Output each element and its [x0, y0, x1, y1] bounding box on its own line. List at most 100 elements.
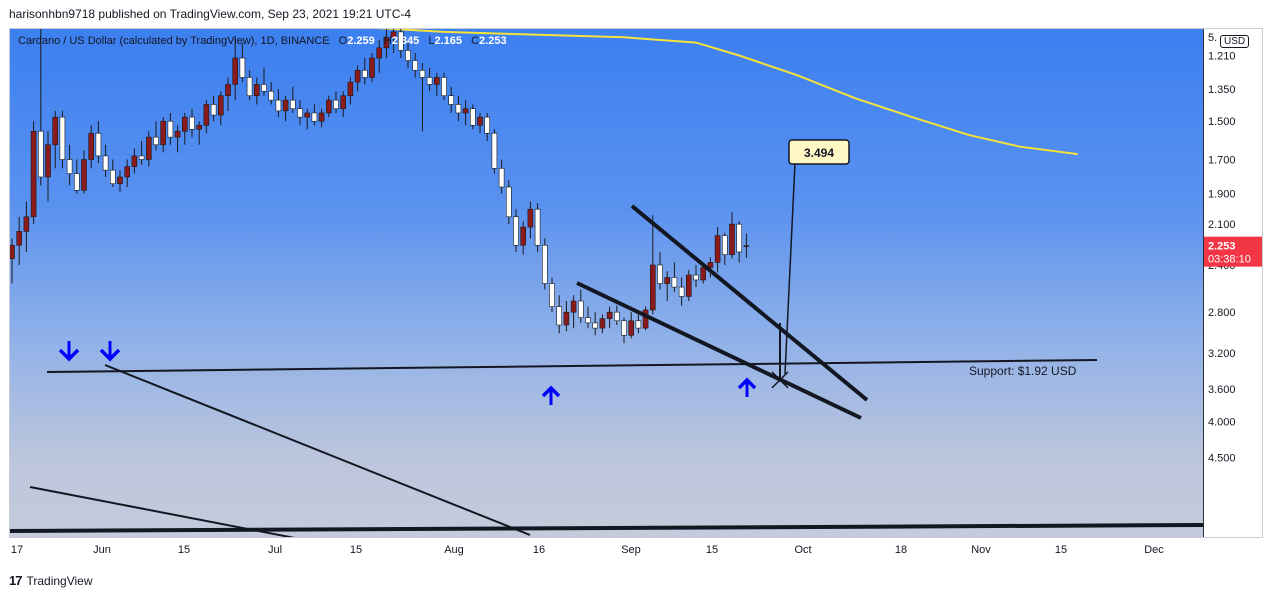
wedge-lower-line	[576, 281, 862, 420]
plot-area[interactable]: 3.494 Support: $1.92 USD Cardano / US Dol…	[10, 29, 1204, 537]
candle	[74, 159, 80, 194]
candle	[37, 29, 44, 186]
candle-body	[23, 216, 30, 232]
candle-body	[599, 318, 606, 329]
candle-body	[657, 264, 663, 284]
candle	[333, 91, 339, 113]
candle	[541, 238, 548, 290]
time-axis-svg[interactable]: 17 Jun 15 Jul 15 Aug 16 Sep 15 Oct 18 Nov 15 Dec	[9, 538, 1202, 560]
bottom-support-line	[10, 523, 1204, 533]
candle-body	[289, 99, 296, 110]
footer-branding: 17 TradingView	[9, 573, 93, 588]
time-axis[interactable]: 17 Jun 15 Jul 15 Aug 16 Sep 15 Oct 18 Nov 15 Dec	[9, 538, 1202, 560]
currency-badge[interactable]: USD	[1220, 35, 1250, 48]
candle-body	[218, 95, 224, 116]
candle	[664, 271, 671, 302]
candle-body	[714, 235, 721, 263]
candle-body	[628, 320, 635, 336]
candle	[505, 180, 512, 225]
candle-body	[239, 57, 246, 78]
candle-body	[153, 136, 159, 146]
price-tick-label: 1.090	[1208, 29, 1236, 31]
candle-body	[498, 168, 505, 188]
candle	[635, 314, 642, 334]
high-value: 2.345	[391, 35, 420, 47]
close-value: 2.253	[479, 35, 507, 47]
candle-body	[405, 50, 411, 61]
candle-body	[318, 112, 325, 122]
candle	[671, 262, 678, 292]
price-tick-label: 1.500	[1208, 116, 1236, 128]
time-tick-label: Sep	[621, 544, 641, 556]
candle	[390, 29, 397, 53]
candle-body	[700, 267, 707, 281]
candle-body	[59, 116, 66, 160]
brand-name: TradingView	[26, 573, 93, 588]
moving-average-line	[376, 29, 1078, 156]
time-tick-label: 15	[1055, 544, 1067, 556]
candle-body	[174, 130, 181, 138]
price-tick-label: 5.	[1208, 32, 1217, 44]
candle-body	[210, 104, 217, 116]
arrow-head	[541, 385, 561, 398]
candle	[462, 100, 469, 126]
candle-body	[707, 262, 714, 268]
candle-body	[455, 104, 462, 114]
candle-body	[10, 244, 15, 259]
candle	[736, 221, 743, 263]
candle-body	[88, 132, 94, 160]
target-callout-box	[788, 139, 850, 165]
candle-body	[721, 235, 728, 255]
candle	[405, 42, 411, 68]
candle-body	[426, 77, 433, 85]
candle	[657, 251, 663, 290]
candle-body	[534, 208, 541, 246]
price-tick-label: 3.200	[1208, 348, 1236, 360]
candle	[318, 108, 325, 128]
candle	[311, 104, 318, 126]
candle	[275, 89, 282, 118]
candle-body	[505, 186, 512, 218]
candle-body	[520, 226, 527, 246]
candle-body	[37, 130, 44, 178]
chart-frame[interactable]: 3.494 Support: $1.92 USD Cardano / US Dol…	[9, 28, 1263, 538]
arrow-head	[58, 348, 80, 362]
price-axis-svg[interactable]: 4.5004.0003.6003.2002.8002.4002.1001.900…	[1204, 29, 1263, 537]
candle	[203, 100, 210, 134]
candle	[513, 209, 519, 252]
candle	[138, 140, 145, 165]
candle-body	[189, 116, 195, 130]
price-tick-label: 4.500	[1208, 452, 1236, 464]
candle	[419, 63, 426, 132]
candle-body	[246, 77, 253, 97]
time-tick-label: Jun	[93, 544, 111, 556]
candle-body	[52, 116, 59, 146]
last-price-tag	[1204, 236, 1262, 267]
candle	[570, 295, 577, 329]
candle-body	[167, 120, 174, 138]
candle	[426, 67, 433, 92]
arrow-down-icon	[58, 341, 80, 362]
open-value: 2.259	[347, 35, 375, 47]
candle-body	[81, 159, 87, 191]
price-tick-label: 1.900	[1208, 189, 1236, 201]
candle-body	[117, 176, 123, 185]
candle	[16, 216, 22, 265]
candle	[347, 77, 354, 105]
symbol-legend: Cardano / US Dollar (calculated by Tradi…	[18, 35, 507, 47]
candle-body	[268, 90, 275, 101]
countdown-label: 03:38:10	[1208, 254, 1251, 266]
candle-body	[736, 223, 743, 253]
candle	[613, 305, 620, 325]
chart-svg[interactable]: 3.494 Support: $1.92 USD	[10, 29, 1204, 537]
candle	[225, 77, 231, 111]
candle-body	[549, 283, 555, 307]
candle	[340, 91, 347, 118]
price-axis[interactable]: 4.5004.0003.6003.2002.8002.4002.1001.900…	[1203, 29, 1262, 537]
candle	[52, 110, 59, 169]
candle	[246, 70, 253, 101]
candle-body	[642, 309, 649, 329]
candle-body	[462, 108, 469, 114]
candle-body	[678, 286, 685, 297]
candle	[95, 121, 102, 164]
